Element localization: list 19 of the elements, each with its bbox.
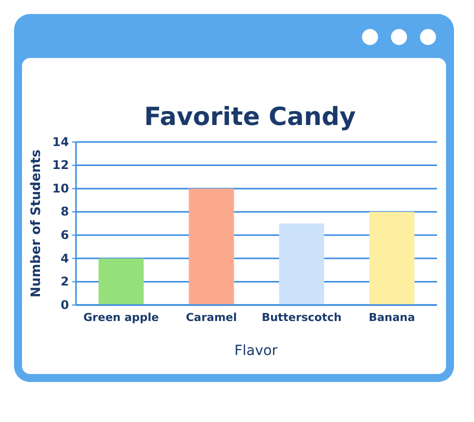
y-tick-label: 12 (52, 158, 69, 172)
y-tick-label: 0 (60, 298, 69, 312)
bar (188, 188, 234, 305)
y-axis-title: Number of Students (29, 149, 44, 298)
x-tick-label: Banana (368, 310, 416, 324)
bar (369, 212, 414, 305)
x-tick-label: Green apple (83, 310, 159, 324)
y-tick-label: 10 (52, 181, 69, 196)
bar (279, 224, 324, 305)
bar (98, 258, 144, 305)
y-tick-label: 8 (60, 204, 69, 219)
x-tick-label: Caramel (186, 310, 237, 324)
chart-title: Favorite Candy (144, 102, 356, 131)
x-axis-title: Flavor (234, 343, 278, 359)
y-tick-label: 4 (60, 251, 69, 266)
y-tick-label: 2 (60, 274, 69, 289)
y-tick-label: 14 (52, 134, 69, 149)
y-tick-label: 6 (60, 228, 69, 242)
x-tick-label: Butterscotch (262, 310, 342, 324)
